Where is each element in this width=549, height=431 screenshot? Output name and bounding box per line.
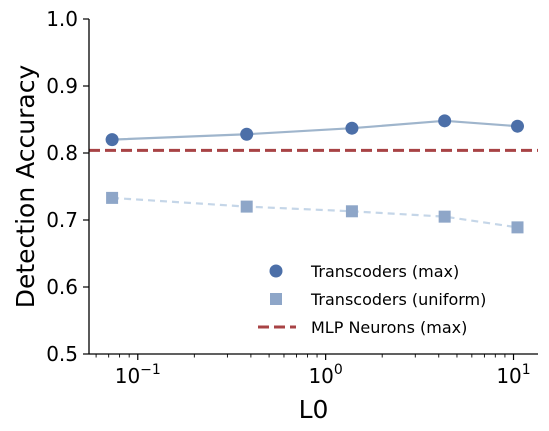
transcoders-uniform-line	[112, 196, 518, 229]
y-ticks: 0.5 0.6 0.7 0.8 0.9 1.0	[46, 7, 89, 366]
legend-marker-square	[270, 293, 282, 305]
legend-transcoders-max: Transcoders (max)	[269, 262, 459, 281]
transcoders-max-point	[105, 133, 119, 147]
transcoders-max-point	[240, 127, 254, 141]
transcoders-uniform-point	[240, 200, 253, 213]
legend: Transcoders (max) Transcoders (uniform) ML…	[258, 262, 486, 337]
legend-label: MLP Neurons (max)	[311, 318, 467, 337]
transcoders-max-line	[112, 119, 518, 141]
legend-marker-circle	[269, 264, 283, 278]
y-axis-label: Detection Accuracy	[11, 65, 40, 309]
x-tick-label: 10−1	[115, 362, 161, 388]
x-tick-label: 101	[496, 362, 530, 388]
y-tick-label: 0.9	[46, 74, 78, 98]
y-tick-label: 0.6	[46, 275, 78, 299]
transcoders-max-point	[510, 119, 524, 133]
legend-label: Transcoders (max)	[310, 262, 459, 281]
axes-layer: 0.5 0.6 0.7 0.8 0.9 1.0 10−1 100 101 L0 Detecti…	[11, 7, 538, 424]
y-tick-label: 0.8	[46, 141, 78, 165]
y-tick-label: 1.0	[46, 7, 78, 31]
legend-transcoders-uniform: Transcoders (uniform)	[270, 290, 486, 309]
y-tick-label: 0.5	[46, 342, 78, 366]
transcoders-uniform-point	[438, 210, 451, 223]
legend-mlp-neurons: MLP Neurons (max)	[258, 318, 467, 337]
y-tick-label: 0.7	[46, 208, 78, 232]
x-ticks: 10−1 100 101	[95, 354, 531, 388]
x-tick-label: 100	[308, 362, 342, 388]
transcoders-max-point	[438, 114, 452, 128]
series-layer	[89, 114, 538, 234]
transcoders-max-point	[345, 121, 359, 135]
legend-label: Transcoders (uniform)	[310, 290, 486, 309]
transcoders-uniform-point	[345, 205, 358, 218]
transcoders-uniform-point	[106, 191, 119, 204]
transcoders-uniform-point	[511, 221, 524, 234]
x-axis-label: L0	[299, 395, 329, 424]
